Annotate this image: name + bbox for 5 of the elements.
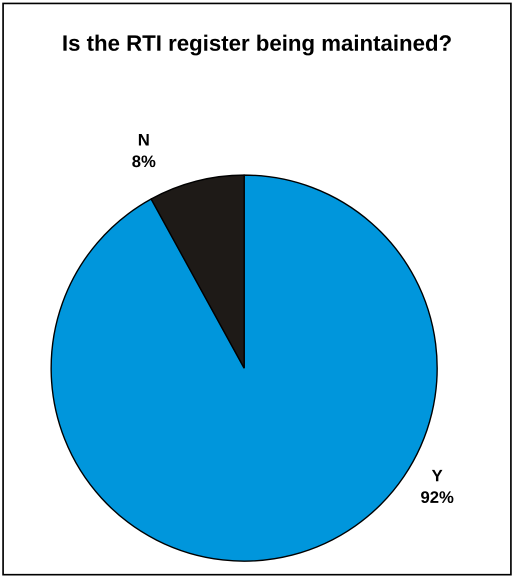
chart-title: Is the RTI register being maintained? <box>63 34 451 56</box>
slice-label: N <box>138 134 149 146</box>
slice-label: Y <box>432 470 442 482</box>
data-label: 92% <box>421 491 454 504</box>
data-label: 8% <box>132 155 156 168</box>
